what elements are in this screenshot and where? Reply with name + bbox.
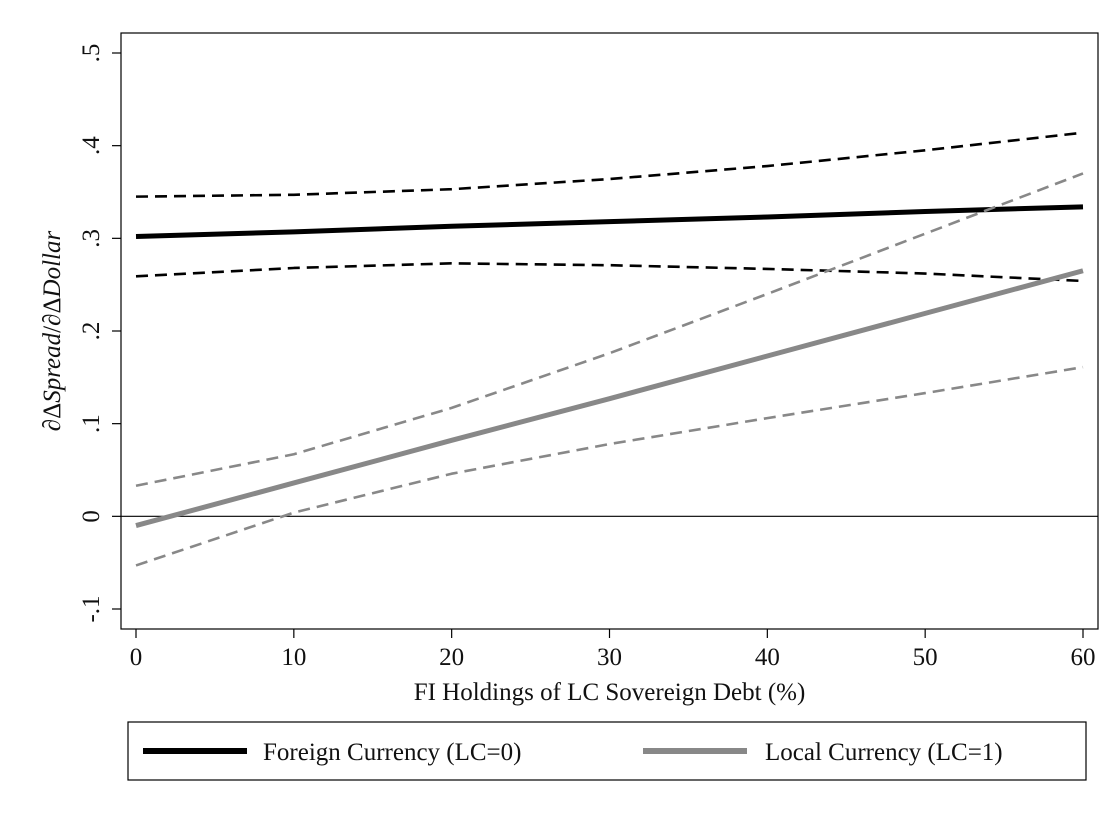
y-tick-label: 0: [78, 510, 105, 523]
x-axis: 0 10 20 30 40 50 60: [130, 629, 1096, 671]
x-tick-label: 30: [597, 644, 622, 671]
series-line-0-estimate: [135, 204, 1084, 239]
legend-box: [127, 721, 1087, 781]
series-line-2-lower-ci: [135, 262, 1084, 283]
y-tick-label: .3: [78, 229, 105, 248]
y-title-part-3: /∂Δ: [39, 297, 66, 332]
y-axis-title: ∂ΔSpread/∂ΔDollar: [39, 231, 66, 432]
series-layer: [135, 131, 1084, 567]
series-line-5-lower-ci: [135, 365, 1084, 567]
x-tick-label: 20: [439, 644, 464, 671]
x-tick-label: 10: [281, 644, 306, 671]
y-tick-label: .1: [78, 414, 105, 433]
x-tick-label: 40: [755, 644, 780, 671]
y-title-part-1: ∂Δ: [39, 403, 66, 431]
series-line-4-upper-ci: [135, 172, 1084, 488]
y-tick-label: .5: [78, 44, 105, 63]
y-axis: -.1 0 .1 .2 .3 .4 .5: [78, 44, 121, 623]
y-tick-label: -.1: [78, 595, 105, 622]
series-line-1-upper-ci: [135, 131, 1084, 198]
legend-label-local-currency: Local Currency (LC=1): [765, 739, 1003, 766]
x-tick-label: 60: [1071, 644, 1096, 671]
legend-label-foreign-currency: Foreign Currency (LC=0): [263, 739, 521, 766]
y-tick-label: .2: [78, 322, 105, 341]
legend: Foreign Currency (LC=0) Local Currency (…: [127, 721, 1087, 781]
x-tick-label: 50: [913, 644, 938, 671]
x-tick-label: 0: [130, 644, 143, 671]
y-title-part-2: Spread: [39, 332, 66, 402]
y-tick-label: .4: [78, 136, 105, 155]
x-axis-title: FI Holdings of LC Sovereign Debt (%): [414, 679, 806, 706]
series-line-3-estimate: [135, 268, 1084, 529]
y-title-part-4: Dollar: [39, 231, 66, 299]
